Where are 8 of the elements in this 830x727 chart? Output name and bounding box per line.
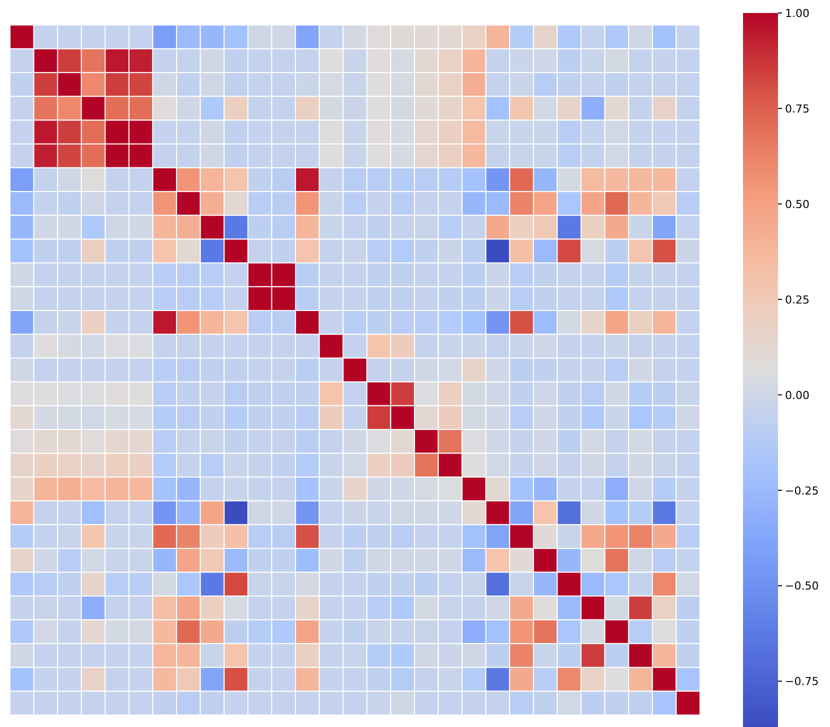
color-bar-label: 0.00 [785, 388, 810, 402]
color-bar-label: −0.50 [785, 580, 819, 593]
color-bar-label: −0.75 [785, 675, 819, 688]
color-bar-label: 0.25 [785, 293, 810, 306]
color-bar-label: −0.25 [785, 484, 819, 498]
color-bar-label: 1.00 [785, 7, 810, 20]
color-bar-label: 0.75 [785, 102, 810, 116]
color-bar-label: 0.50 [785, 198, 810, 211]
